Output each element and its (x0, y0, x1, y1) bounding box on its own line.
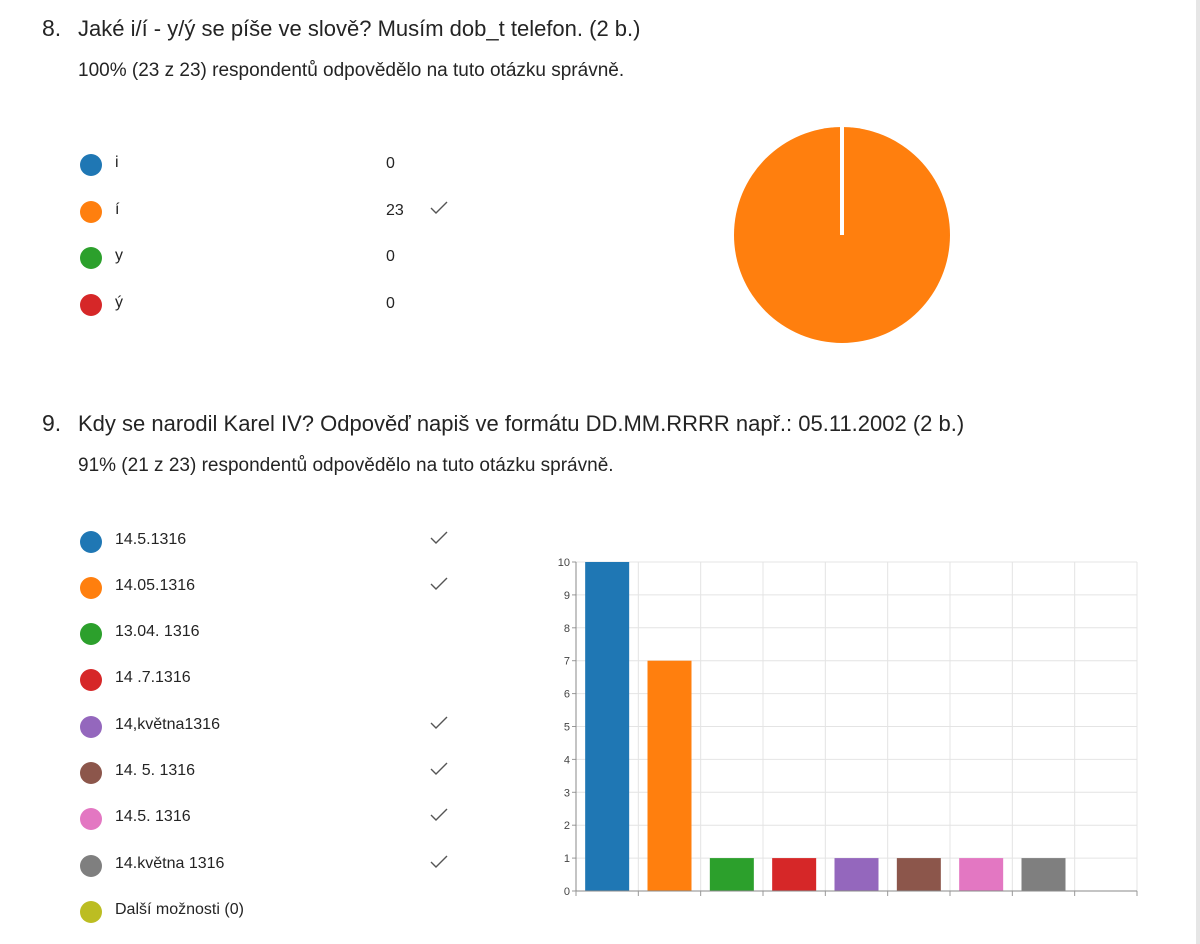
legend-label: í (115, 201, 120, 218)
check-icon (430, 531, 448, 544)
check-icon (430, 577, 448, 590)
question-9-number: 9. (42, 410, 62, 436)
legend-dot-icon (80, 201, 102, 223)
legend-count: 0 (386, 248, 395, 265)
legend-dot-icon (80, 623, 102, 645)
question-8-pie-chart (734, 127, 950, 343)
legend-dot-icon (80, 294, 102, 316)
legend-label: 14,května1316 (115, 716, 220, 733)
y-tick-label: 3 (564, 787, 570, 799)
legend-count: 0 (386, 295, 395, 312)
bar (585, 562, 630, 891)
legend-label: 14.05.1316 (115, 577, 196, 594)
bar (896, 858, 941, 891)
legend-dot-icon (80, 531, 102, 553)
y-tick-label: 9 (564, 590, 570, 602)
y-tick-label: 4 (564, 754, 570, 766)
question-8-summary: 100% (23 z 23) respondentů odpovědělo na… (78, 60, 625, 81)
legend-dot-icon (80, 901, 102, 923)
legend-label: i (115, 154, 119, 171)
legend-label: 14.5. 1316 (115, 808, 191, 825)
bar (647, 660, 692, 891)
bar (959, 858, 1004, 891)
legend-count: 23 (386, 202, 404, 219)
legend-label: 14.5.1316 (115, 531, 187, 548)
legend-label: 14.května 1316 (115, 855, 225, 872)
y-tick-label: 6 (564, 689, 570, 701)
y-tick-label: 1 (564, 853, 570, 865)
y-tick-label: 10 (558, 557, 570, 569)
legend-dot-icon (80, 577, 102, 599)
legend-dot-icon (80, 762, 102, 784)
question-8-title: Jaké i/í - y/ý se píše ve slově? Musím d… (78, 16, 641, 41)
window-edge (1196, 0, 1200, 944)
y-tick-label: 7 (564, 656, 570, 668)
check-icon (430, 201, 448, 214)
bar (1021, 858, 1066, 891)
legend-label: ý (115, 294, 123, 311)
legend-dot-icon (80, 669, 102, 691)
y-tick-label: 2 (564, 820, 570, 832)
question-9-title: Kdy se narodil Karel IV? Odpověď napiš v… (78, 411, 965, 436)
bar (709, 858, 754, 891)
check-icon (430, 855, 448, 868)
legend-label: 13.04. 1316 (115, 623, 200, 640)
legend-label: y (115, 247, 123, 264)
legend-label: 14 .7.1316 (115, 669, 191, 686)
legend-label: Další možnosti (0) (115, 901, 244, 918)
legend-dot-icon (80, 247, 102, 269)
check-icon (430, 716, 448, 729)
check-icon (430, 762, 448, 775)
question-9-bar-chart: 0 1 2 3 4 5 6 7 8 9 10 (558, 557, 1138, 898)
bar (772, 858, 817, 891)
legend-dot-icon (80, 808, 102, 830)
legend-dot-icon (80, 716, 102, 738)
bar (834, 858, 879, 891)
check-icon (430, 808, 448, 821)
y-tick-label: 0 (564, 886, 570, 898)
legend-count: 0 (386, 155, 395, 172)
legend-label: 14. 5. 1316 (115, 762, 196, 779)
question-9-summary: 91% (21 z 23) respondentů odpovědělo na … (78, 455, 614, 476)
legend-dot-icon (80, 154, 102, 176)
legend-dot-icon (80, 855, 102, 877)
y-tick-label: 8 (564, 623, 570, 635)
question-8-number: 8. (42, 15, 62, 41)
y-tick-label: 5 (564, 722, 570, 734)
